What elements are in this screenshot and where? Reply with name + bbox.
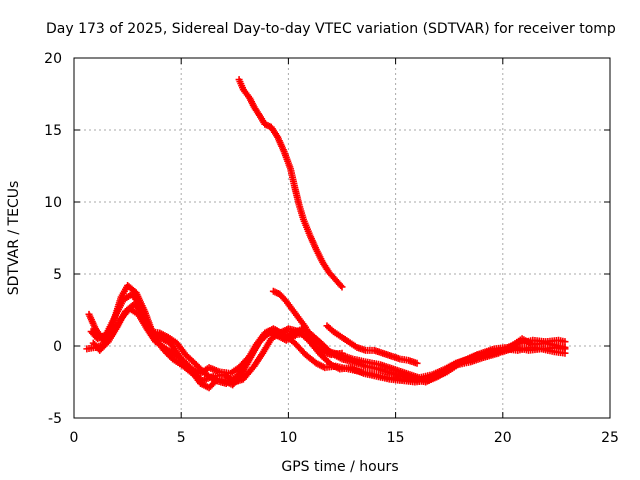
series-track-5 [269,287,346,359]
x-axis-label: GPS time / hours [281,459,398,475]
data-point [561,338,569,346]
x-tick-label: 10 [279,430,297,446]
data-point [338,349,346,357]
series-track-7 [235,76,346,291]
chart-title: Day 173 of 2025, Sidereal Day-to-day VTE… [46,21,616,37]
grid [74,58,610,418]
x-tick-label: 25 [601,430,619,446]
y-tick-label: 10 [44,195,62,211]
data-point [338,283,346,291]
x-tick-label: 0 [70,430,79,446]
y-tick-label: 20 [44,51,62,67]
y-axis-label: SDTVAR / TECUs [6,181,22,296]
data-marks [83,76,569,392]
data-point [413,359,421,367]
data-point [337,282,345,290]
series-track-6 [323,322,421,367]
plot-frame [73,57,611,419]
y-tick-label: 15 [44,123,62,139]
x-tick-label: 5 [177,430,186,446]
y-tick-label: 0 [53,339,62,355]
y-tick-label: -5 [48,411,62,427]
x-tick-label: 15 [387,430,405,446]
series-track-4 [83,305,569,382]
y-tick-label: 5 [53,267,62,283]
axis-ticks: 0 5 10 15 20 25 -5 0 5 10 15 20 [44,51,619,446]
x-tick-label: 20 [494,430,512,446]
